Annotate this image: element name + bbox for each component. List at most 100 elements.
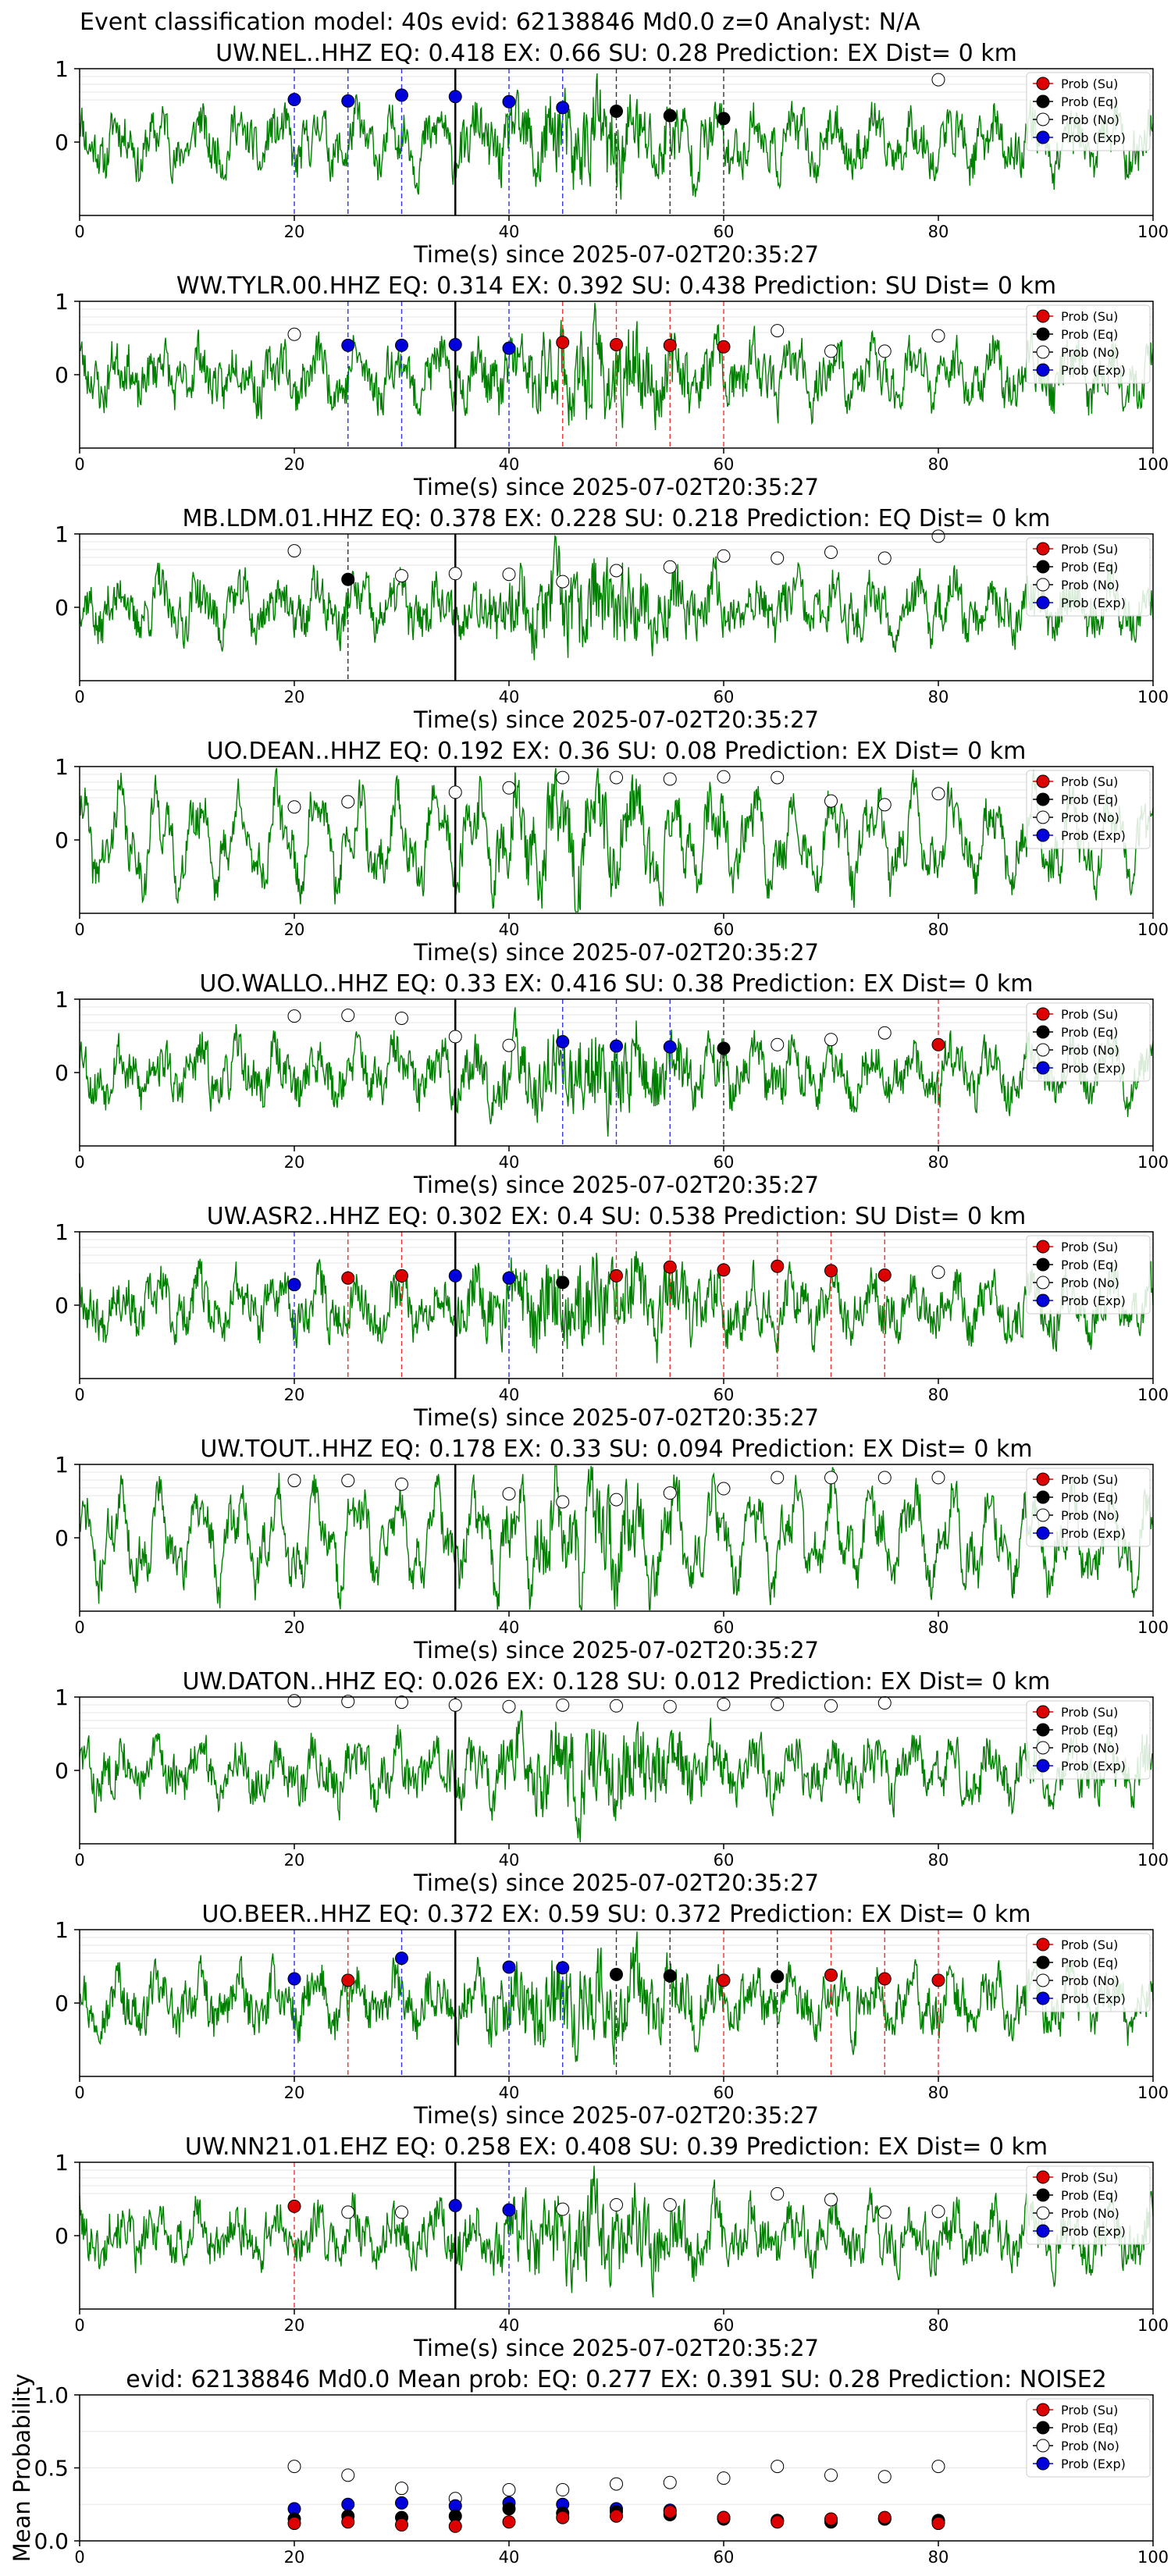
prob-marker-exp-30 xyxy=(395,338,408,352)
x-axis-label: Time(s) since 2025-07-02T20:35:27 xyxy=(413,474,819,500)
prob-marker-su-70 xyxy=(824,1968,838,1982)
legend-marker-eq xyxy=(1036,792,1050,806)
prob-marker-no-20 xyxy=(287,544,301,558)
x-tick-label: 0 xyxy=(74,1618,84,1637)
legend-marker-no xyxy=(1036,1508,1050,1522)
prob-marker-no-35 xyxy=(448,567,462,581)
mean-marker-no-20 xyxy=(287,2460,301,2474)
legend-marker-no xyxy=(1036,1973,1050,1987)
legend-marker-su xyxy=(1036,1007,1050,1021)
legend-label-su: Prob (Su) xyxy=(1061,2170,1118,2185)
legend-marker-su xyxy=(1036,2170,1050,2184)
mean-marker-no-60 xyxy=(717,2471,731,2485)
x-tick-label: 60 xyxy=(714,1851,735,1870)
panel-UW.NN21.01.EHZ: UW.NN21.01.EHZ EQ: 0.258 EX: 0.408 SU: 0… xyxy=(55,2133,1169,2361)
panel-UW.DATON..HHZ: UW.DATON..HHZ EQ: 0.026 EX: 0.128 SU: 0.… xyxy=(55,1668,1169,1896)
legend-marker-su xyxy=(1036,1240,1050,1254)
prob-marker-no-30 xyxy=(395,2205,408,2219)
legend-label-eq: Prob (Eq) xyxy=(1061,1025,1118,1040)
prob-marker-no-80 xyxy=(931,329,945,343)
x-tick-label: 40 xyxy=(499,688,520,706)
prob-marker-eq-60 xyxy=(717,1041,731,1055)
y-tick-label: 1.0 xyxy=(34,2382,69,2408)
legend-marker-no xyxy=(1036,1741,1050,1755)
x-tick-label: 40 xyxy=(499,1851,520,1870)
y-tick-label: 1 xyxy=(55,289,69,315)
x-axis-label: Time(s) since 2025-07-02T20:35:27 xyxy=(413,2102,819,2129)
prob-marker-exp-40 xyxy=(502,1271,516,1285)
prob-marker-su-55 xyxy=(663,338,677,352)
prob-marker-no-25 xyxy=(341,1695,355,1709)
prob-marker-exp-25 xyxy=(341,338,355,352)
legend-marker-eq xyxy=(1036,1955,1050,1969)
legend-label-su: Prob (Su) xyxy=(1061,1937,1118,1952)
x-tick-label: 20 xyxy=(284,222,305,241)
legend-label-exp: Prob (Exp) xyxy=(1061,828,1126,843)
legend-marker-su xyxy=(1036,1705,1050,1719)
legend-marker-exp xyxy=(1036,1991,1050,2005)
legend-label-eq: Prob (Eq) xyxy=(1061,1490,1118,1505)
prob-marker-exp-20 xyxy=(287,92,301,106)
y-tick-label: 0 xyxy=(55,130,69,155)
x-tick-label: 100 xyxy=(1137,455,1169,474)
x-tick-label: 80 xyxy=(928,1153,949,1172)
panel-UW.ASR2..HHZ: UW.ASR2..HHZ EQ: 0.302 EX: 0.4 SU: 0.538… xyxy=(55,1203,1169,1431)
panel-mean-probability: evid: 62138846 Md0.0 Mean prob: EQ: 0.27… xyxy=(9,2366,1169,2567)
legend-marker-no xyxy=(1036,345,1050,359)
prob-marker-no-35 xyxy=(448,1030,462,1044)
x-tick-label: 100 xyxy=(1137,222,1169,241)
prob-marker-no-25 xyxy=(341,1009,355,1023)
x-tick-label: 0 xyxy=(74,688,84,706)
legend-marker-exp xyxy=(1036,363,1050,377)
x-tick-label: 80 xyxy=(928,1851,949,1870)
y-tick-label: 0 xyxy=(55,1525,69,1551)
mean-marker-no-65 xyxy=(771,2460,785,2474)
mean-marker-no-30 xyxy=(395,2482,408,2496)
legend-label-exp: Prob (Exp) xyxy=(1061,2457,1126,2471)
y-tick-label: 1 xyxy=(55,521,69,547)
legend-label-eq: Prob (Eq) xyxy=(1061,2188,1118,2203)
x-tick-label: 40 xyxy=(499,1618,520,1637)
legend-label-exp: Prob (Exp) xyxy=(1061,1991,1126,2006)
legend-box xyxy=(1026,1933,1151,2012)
prob-marker-no-25 xyxy=(341,2205,355,2219)
legend-label-eq: Prob (Eq) xyxy=(1061,94,1118,109)
x-axis-label: Time(s) since 2025-07-02T20:35:27 xyxy=(413,1637,819,1663)
x-axis-label: Time(s) since 2025-07-02T20:35:27 xyxy=(413,1172,819,1198)
legend-marker-exp xyxy=(1036,130,1050,144)
legend-label-no: Prob (No) xyxy=(1061,2439,1119,2453)
prob-marker-su-55 xyxy=(663,1260,677,1274)
prob-marker-no-40 xyxy=(502,1038,516,1052)
legend-marker-su xyxy=(1036,1472,1050,1486)
y-axis-label: Mean Probability xyxy=(9,2374,35,2563)
legend-box xyxy=(1026,304,1151,384)
x-tick-label: 80 xyxy=(928,2083,949,2102)
prob-marker-su-25 xyxy=(341,1271,355,1285)
legend-label-no: Prob (No) xyxy=(1061,1043,1119,1058)
legend-marker-no xyxy=(1036,112,1050,126)
panel-title: UW.ASR2..HHZ EQ: 0.302 EX: 0.4 SU: 0.538… xyxy=(207,1203,1027,1230)
x-tick-label: 40 xyxy=(499,455,520,474)
prob-marker-eq-55 xyxy=(663,1969,677,1983)
prob-marker-no-65 xyxy=(771,551,785,565)
prob-marker-no-65 xyxy=(771,1471,785,1485)
panel-UW.NEL..HHZ: UW.NEL..HHZ EQ: 0.418 EX: 0.66 SU: 0.28 … xyxy=(55,40,1169,268)
y-tick-label: 0.0 xyxy=(34,2528,69,2554)
mean-marker-su-30 xyxy=(395,2517,408,2532)
legend-box xyxy=(1026,1235,1151,1315)
panel-UO.DEAN..HHZ: UO.DEAN..HHZ EQ: 0.192 EX: 0.36 SU: 0.08… xyxy=(55,738,1169,966)
prob-marker-su-50 xyxy=(610,1268,623,1283)
prob-marker-no-45 xyxy=(556,770,570,785)
prob-marker-exp-35 xyxy=(448,1268,462,1283)
legend-marker-eq xyxy=(1036,2188,1050,2202)
prob-marker-su-60 xyxy=(717,1263,731,1277)
x-tick-label: 40 xyxy=(499,222,520,241)
prob-marker-no-55 xyxy=(663,1699,677,1713)
legend-marker-su xyxy=(1036,2403,1050,2417)
legend-marker-eq xyxy=(1036,560,1050,574)
prob-marker-su-50 xyxy=(610,337,623,351)
x-tick-label: 0 xyxy=(74,2548,84,2567)
prob-marker-no-65 xyxy=(771,1037,785,1051)
legend-label-exp: Prob (Exp) xyxy=(1061,596,1126,610)
prob-marker-no-40 xyxy=(502,1487,516,1501)
